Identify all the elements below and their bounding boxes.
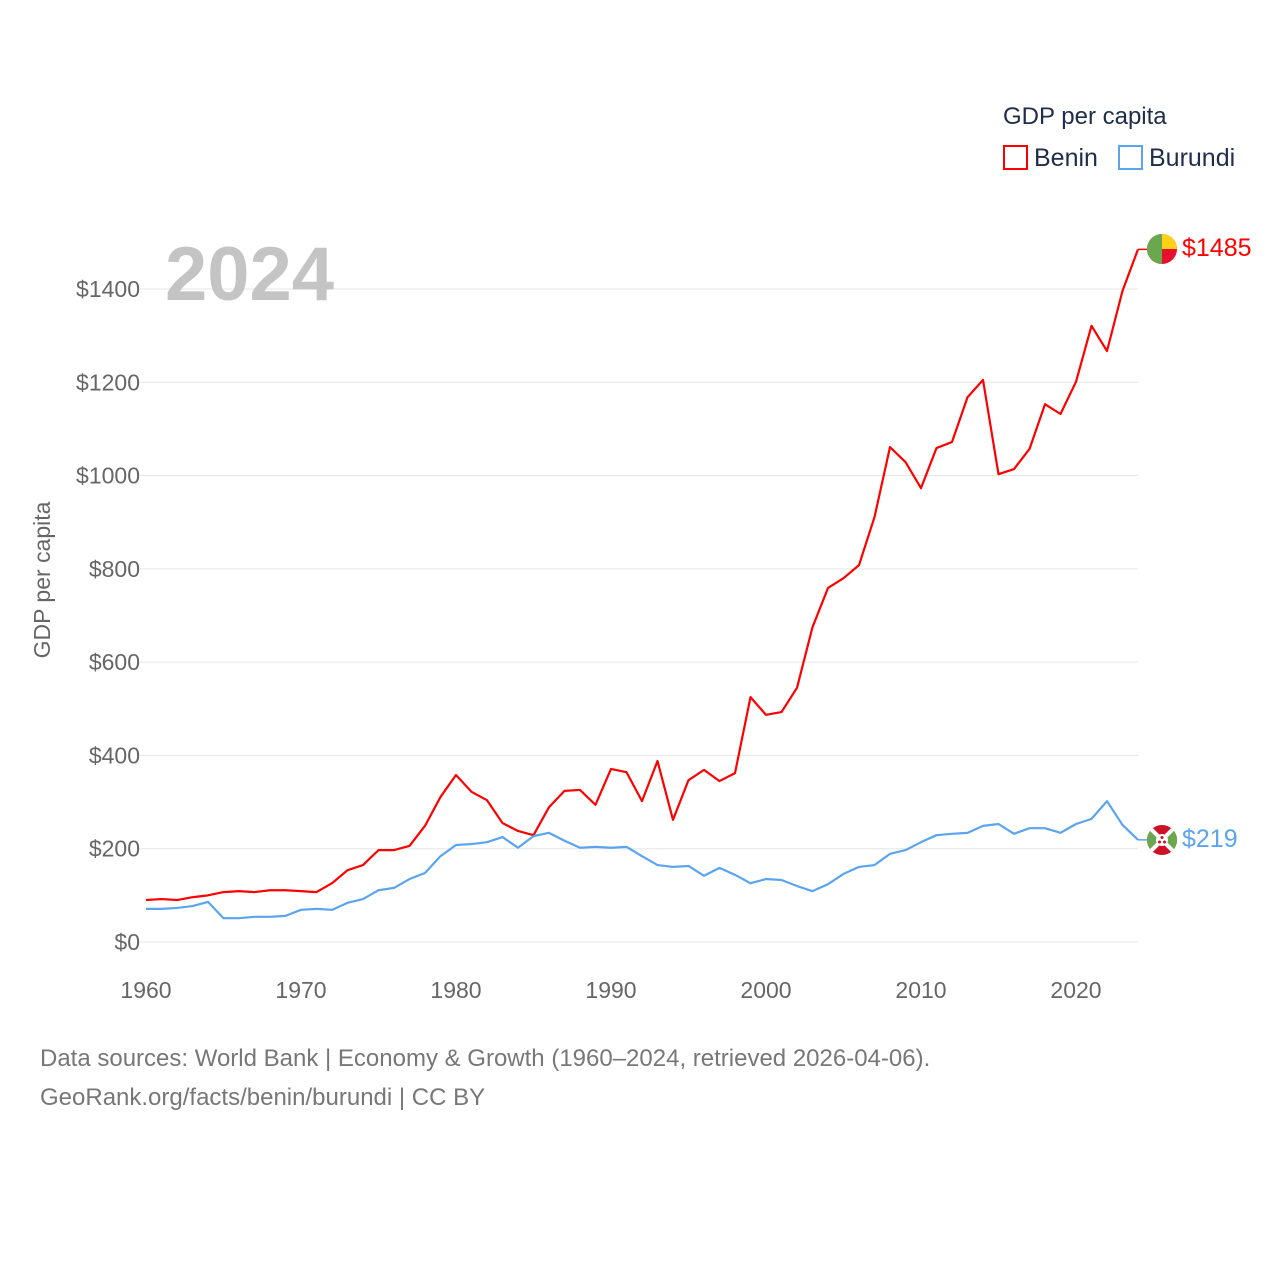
x-tick-label: 1980 bbox=[430, 977, 481, 1003]
x-tick-label: 2010 bbox=[895, 977, 946, 1003]
x-tick-label: 2000 bbox=[740, 977, 791, 1003]
x-tick-label: 1990 bbox=[585, 977, 636, 1003]
y-tick-label: $800 bbox=[89, 556, 140, 582]
benin-flag-icon bbox=[1147, 234, 1177, 264]
burundi-end-label: $219 bbox=[1182, 825, 1238, 853]
y-axis-label: GDP per capita bbox=[29, 501, 55, 658]
footer-sources: Data sources: World Bank | Economy & Gro… bbox=[40, 1045, 931, 1072]
legend-title: GDP per capita bbox=[1003, 103, 1167, 130]
y-axis: $0 $200 $400 $600 $800 $1000 $1200 $1400 bbox=[76, 276, 140, 955]
series-lines bbox=[145, 248, 1147, 920]
legend-label-burundi[interactable]: Burundi bbox=[1149, 144, 1235, 172]
x-axis: 1960 1970 1980 1990 2000 2010 2020 bbox=[120, 977, 1101, 1003]
y-tick-label: $200 bbox=[89, 836, 140, 862]
legend-label-benin[interactable]: Benin bbox=[1034, 144, 1098, 172]
legend: GDP per capita Benin Burundi bbox=[1003, 103, 1235, 172]
y-tick-label: $400 bbox=[89, 742, 140, 768]
y-tick-label: $600 bbox=[89, 649, 140, 675]
y-tick-label: $1000 bbox=[76, 463, 140, 489]
series-line-benin bbox=[145, 248, 1140, 902]
x-tick-label: 2020 bbox=[1050, 977, 1101, 1003]
series-line-burundi bbox=[146, 800, 1139, 920]
gridlines bbox=[140, 288, 1138, 943]
year-watermark: 2024 bbox=[165, 232, 334, 317]
legend-swatch-burundi[interactable] bbox=[1118, 145, 1143, 170]
x-tick-label: 1970 bbox=[275, 977, 326, 1003]
y-tick-label: $1200 bbox=[76, 369, 140, 395]
burundi-flag-icon bbox=[1147, 825, 1177, 855]
y-tick-label: $0 bbox=[114, 929, 140, 955]
x-tick-label: 1960 bbox=[120, 977, 171, 1003]
footer-attribution[interactable]: GeoRank.org/facts/benin/burundi | CC BY bbox=[40, 1084, 486, 1111]
benin-end-label: $1485 bbox=[1182, 234, 1252, 262]
y-tick-label: $1400 bbox=[76, 276, 140, 302]
legend-swatch-benin[interactable] bbox=[1003, 145, 1028, 170]
